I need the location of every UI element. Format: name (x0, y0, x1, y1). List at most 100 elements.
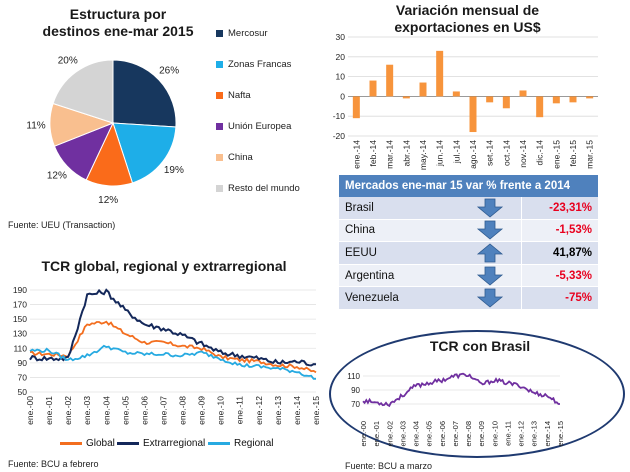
bar (502, 96, 510, 109)
bar-xtick-label: abr.-14 (401, 140, 411, 167)
markets-table-row: Venezuela -75% (339, 286, 598, 310)
brasil-xtick-label: ene.-04 (412, 421, 421, 446)
bar (436, 50, 444, 97)
markets-table-row: EEUU 41,87% (339, 241, 598, 265)
markets-table: Mercados ene-mar 15 var % frente a 2014 … (339, 175, 598, 310)
legend-swatch (216, 30, 223, 37)
legend-line-swatch (60, 442, 82, 445)
bar (536, 96, 544, 118)
pie-chart: 26% 19% 12% 12% 11% 20% (26, 56, 184, 206)
market-value: -5,33% (521, 264, 598, 288)
brasil-title: TCR con Brasil (429, 338, 531, 354)
legend-label: Mercosur (228, 28, 268, 39)
bar-ytick-label: 0 (340, 91, 345, 101)
legend-line-swatch (117, 442, 139, 445)
brasil-xtick-label: ene.-11 (503, 421, 512, 446)
tcr-ytick-label: 150 (13, 314, 27, 324)
bar-xtick-label: ago.-14 (468, 140, 478, 169)
brasil-source: Fuente: BCU a marzo (345, 461, 433, 471)
market-country: China (339, 219, 459, 243)
arrow-down-icon (476, 220, 504, 240)
markets-table-header: Mercados ene-mar 15 var % frente a 2014 (339, 175, 598, 197)
pie-slice-label: 26% (159, 65, 179, 76)
bar-ytick-label: -10 (333, 111, 346, 121)
pie-slice (112, 59, 177, 128)
arrow-down-icon (476, 288, 504, 308)
tcr-ytick-label: 170 (13, 300, 27, 310)
brasil-ytick-label: 70 (351, 400, 360, 409)
legend-label: Zonas Francas (228, 59, 292, 70)
pie-slice-label: 20% (58, 56, 78, 67)
tcr-xtick-label: ene.-04 (101, 396, 111, 425)
pie-slice (112, 122, 177, 184)
bar-xtick-label: nov.-14 (518, 140, 528, 168)
brasil-xtick-label: ene.-02 (385, 421, 394, 446)
arrow-down-icon (476, 198, 504, 218)
tcr-xtick-label: ene.-09 (197, 396, 207, 425)
legend-swatch (216, 185, 223, 192)
pie-slice (52, 59, 114, 124)
tcr-ytick-label: 110 (13, 343, 27, 353)
bar (452, 91, 460, 97)
bar-xtick-label: ene.-14 (351, 140, 361, 169)
market-value: -23,31% (521, 197, 598, 220)
brasil-xtick-label: ene.-05 (425, 421, 434, 446)
pie-title-line1: Estructura por (69, 6, 167, 22)
brasil-xtick-label: ene.-03 (398, 421, 407, 446)
bar (402, 96, 410, 99)
market-value: -1,53% (521, 219, 598, 243)
tcr-xtick-label: ene.-12 (254, 396, 264, 425)
pie-slice-label: 11% (26, 120, 45, 131)
tcr-ytick-label: 90 (18, 358, 28, 368)
bar-xtick-label: feb.-15 (568, 140, 578, 167)
pie-legend-item: Mercosur (216, 28, 268, 39)
tcr-xtick-label: ene.-15 (311, 396, 321, 425)
tcr-xtick-label: ene.-07 (158, 396, 168, 425)
tcr-xtick-label: ene.-02 (63, 396, 73, 425)
brasil-xtick-label: ene.-13 (530, 421, 539, 446)
pie-slice-label: 12% (98, 195, 118, 206)
bar (569, 96, 577, 103)
bar-ytick-label: 10 (336, 72, 346, 82)
bar-ytick-label: 20 (336, 52, 346, 62)
pie-slice-label: 12% (47, 171, 67, 182)
bar-xtick-label: ene.-15 (551, 140, 561, 169)
market-country: Venezuela (339, 286, 459, 310)
bar-xtick-label: set.-14 (485, 140, 495, 166)
bar-xtick-label: mar.-14 (385, 140, 395, 169)
brasil-xtick-label: ene.-01 (372, 421, 381, 446)
market-direction (459, 286, 522, 310)
bar-ytick-label: 30 (336, 32, 346, 42)
legend-label: Global (86, 438, 115, 449)
legend-swatch (216, 154, 223, 161)
bar (419, 82, 427, 97)
market-country: Argentina (339, 264, 459, 288)
brasil-xtick-label: ene.-06 (438, 421, 447, 446)
market-value: 41,87% (521, 241, 598, 265)
bar-xtick-label: dic.-14 (535, 140, 545, 166)
pie-legend-item: Zonas Francas (216, 59, 291, 70)
legend-label: Resto del mundo (228, 183, 300, 194)
bar (369, 80, 377, 97)
brasil-ytick-label: 90 (351, 386, 360, 395)
bar-xtick-label: mar.-15 (585, 140, 595, 169)
brasil-xtick-label: ene.-09 (477, 421, 486, 446)
pie-title-line2: destinos ene-mar 2015 (42, 23, 194, 39)
brasil-ellipse-frame (329, 330, 625, 458)
tcr-source: Fuente: BCU a febrero (8, 459, 99, 469)
market-country: Brasil (339, 197, 459, 220)
tcr-xtick-label: ene.-11 (235, 396, 245, 424)
bar-xtick-label: oct.-14 (501, 140, 511, 166)
bar-ytick-label: -20 (333, 131, 346, 141)
tcr-xtick-label: ene.-06 (139, 396, 149, 425)
tcr-xtick-label: ene.-00 (25, 396, 35, 425)
brasil-xtick-label: ene.-00 (359, 421, 368, 446)
market-direction (459, 241, 522, 265)
pie-legend-item: China (216, 152, 253, 163)
market-direction (459, 197, 522, 220)
arrow-up-icon (476, 243, 504, 263)
markets-table-row: Argentina -5,33% (339, 264, 598, 288)
tcr-legend-item: Extrarregional (117, 438, 205, 449)
tcr-ytick-label: 190 (13, 285, 27, 295)
tcr-legend-item: Global (60, 438, 115, 449)
